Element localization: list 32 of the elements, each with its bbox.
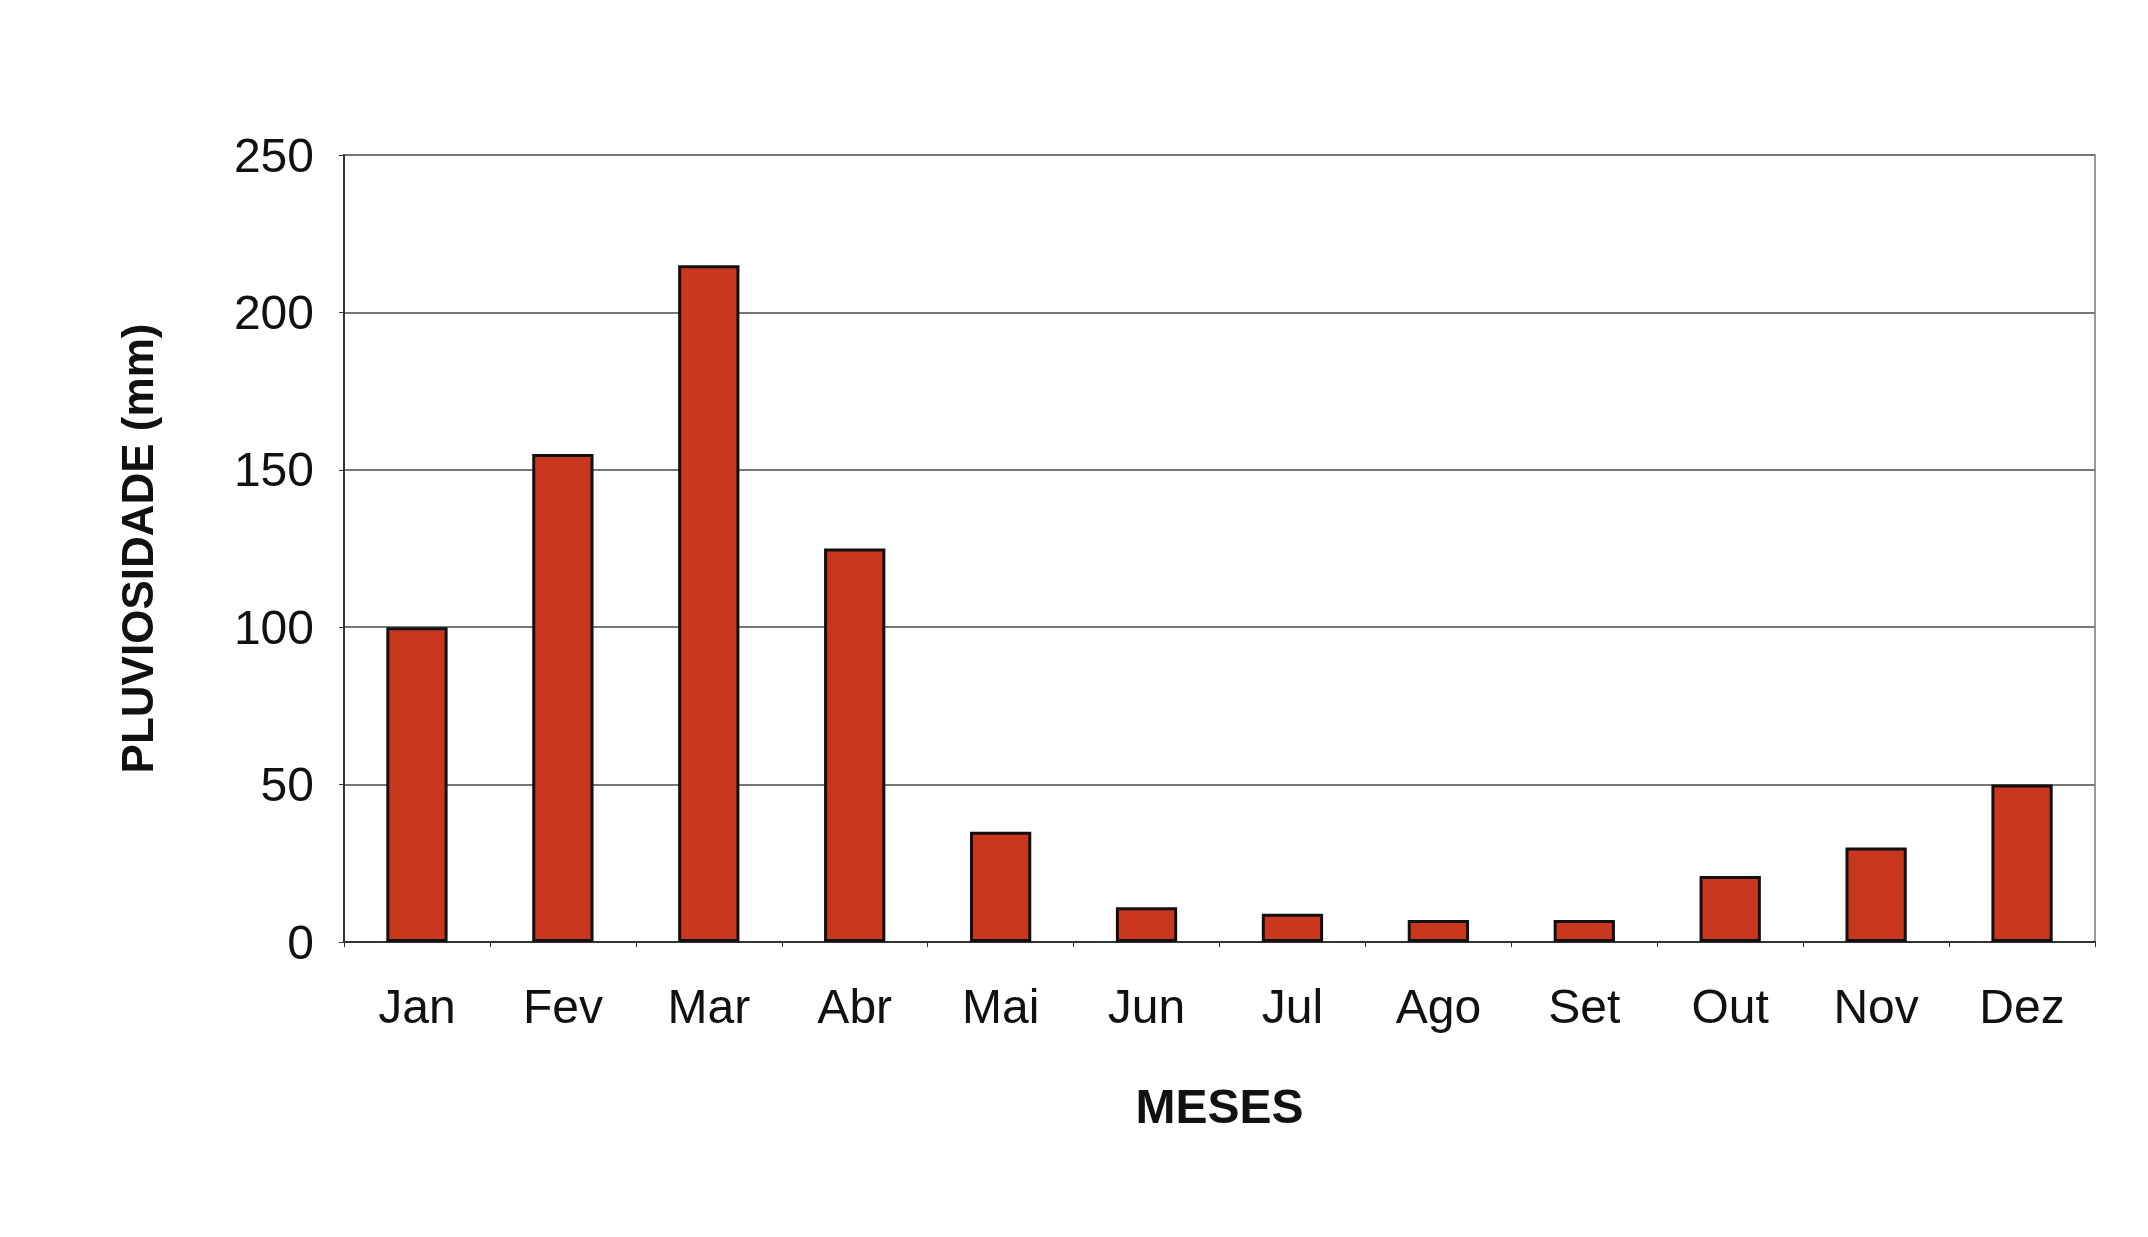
x-tick-label: Nov [1833, 979, 1919, 1033]
bar [1407, 919, 1470, 942]
bar [1553, 919, 1615, 942]
bar [678, 265, 740, 942]
x-axis-title: MESES [1135, 1079, 1304, 1133]
y-axis-title: PLUVIOSIDADE (mm) [112, 323, 162, 774]
y-tick-label: 0 [287, 915, 314, 969]
y-tick-label: 100 [233, 600, 314, 654]
y-tick-label: 200 [233, 285, 314, 339]
x-tick-label: Jun [1107, 979, 1186, 1033]
x-tick-label: Ago [1395, 979, 1482, 1033]
x-tick-label: Jan [378, 979, 456, 1033]
bar [824, 548, 886, 942]
x-tick-label: Fev [522, 979, 603, 1033]
x-tick-label: Mar [667, 979, 751, 1033]
bar [532, 454, 594, 942]
bar [1845, 847, 1907, 942]
y-tick-label: 50 [260, 758, 314, 812]
bar [1699, 875, 1761, 942]
x-tick-label: Abr [817, 979, 893, 1033]
x-tick-label: Set [1548, 979, 1621, 1033]
x-tick-label: Out [1691, 979, 1769, 1033]
y-tick-label: 250 [233, 128, 314, 182]
y-tick-label: 150 [233, 443, 314, 497]
bar [1991, 784, 2053, 942]
bar [969, 831, 1032, 942]
x-tick-label: Jul [1261, 979, 1324, 1033]
bar [1261, 913, 1324, 942]
x-tick-label: Dez [1979, 979, 2065, 1033]
bar [386, 627, 448, 942]
bar [1115, 907, 1178, 942]
x-tick-label: Mai [961, 979, 1040, 1033]
